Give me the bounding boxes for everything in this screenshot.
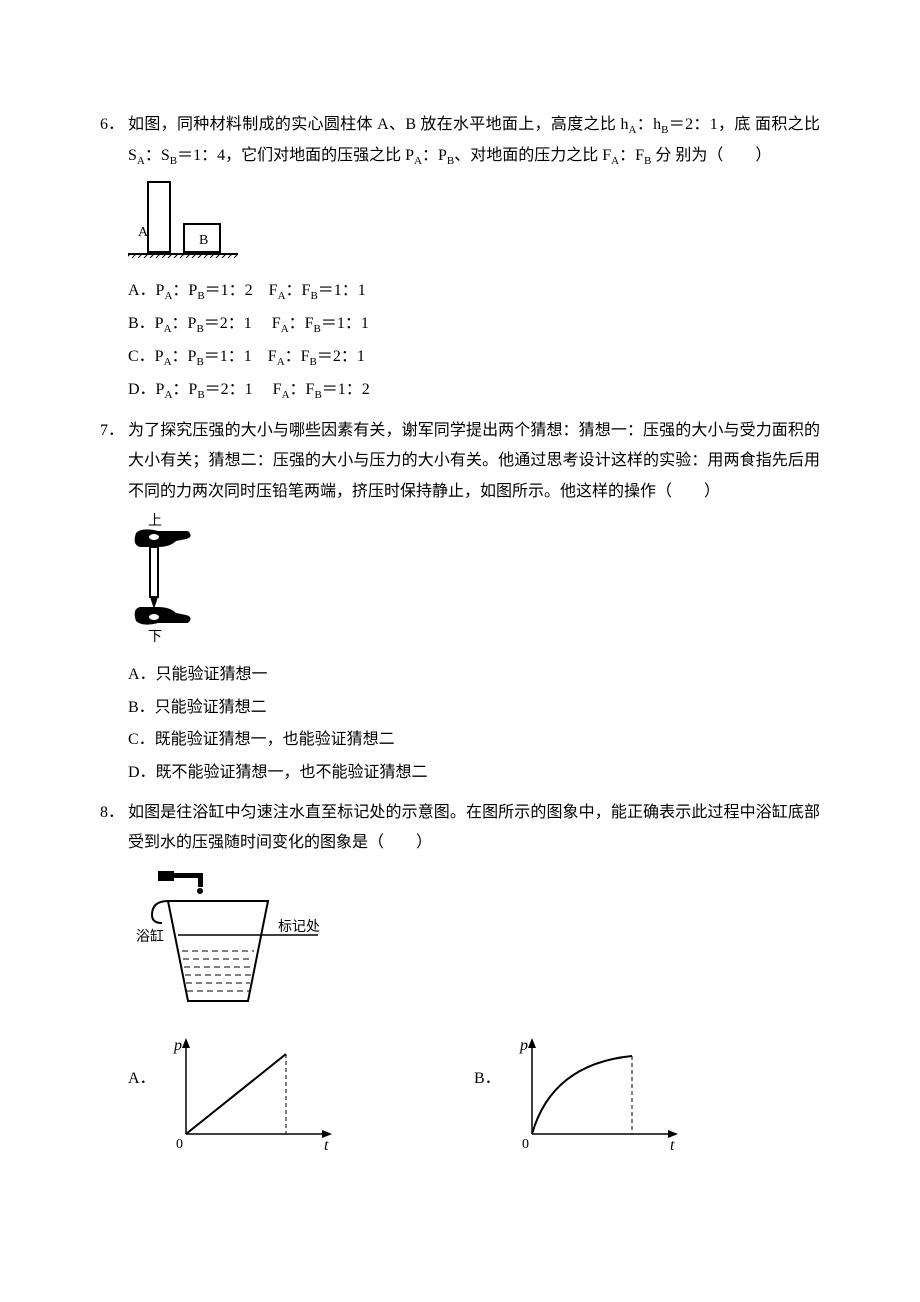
svg-text:上: 上 bbox=[148, 513, 162, 529]
question-8: 8． 如图是往浴缸中匀速注水直至标记处的示意图。在图所示的图象中，能正确表示此过… bbox=[100, 798, 820, 1166]
chart-concave-icon: p t 0 bbox=[502, 1034, 682, 1154]
svg-text:t: t bbox=[670, 1137, 675, 1154]
svg-text:A: A bbox=[138, 225, 149, 240]
q7-figure: 上 下 bbox=[128, 513, 820, 654]
q6-text: 如图，同种材料制成的实心圆柱体 A、B 放在水平地面上，高度之比 hA：hB＝2… bbox=[128, 110, 820, 172]
cylinders-diagram-icon: A B bbox=[128, 178, 238, 258]
q6-number: 6． bbox=[100, 110, 128, 140]
svg-text:下: 下 bbox=[148, 630, 162, 643]
q8-text: 如图是往浴缸中匀速注水直至标记处的示意图。在图所示的图象中，能正确表示此过程中浴… bbox=[128, 798, 820, 859]
q6-body: 如图，同种材料制成的实心圆柱体 A、B 放在水平地面上，高度之比 hA：hB＝2… bbox=[128, 110, 820, 172]
svg-text:标记处: 标记处 bbox=[278, 919, 320, 935]
q8-optA-label: A． bbox=[128, 1034, 156, 1094]
svg-text:0: 0 bbox=[522, 1137, 529, 1152]
q7-option-A: A．只能验证猜想一 bbox=[128, 660, 820, 690]
question-7: 7． 为了探究压强的大小与哪些因素有关，谢军同学提出两个猜想：猜想一：压强的大小… bbox=[100, 416, 820, 788]
q7-option-B: B．只能验证猜想二 bbox=[128, 693, 820, 723]
q7-text: 为了探究压强的大小与哪些因素有关，谢军同学提出两个猜想：猜想一：压强的大小与受力… bbox=[128, 416, 820, 507]
q8-figure: 标记处 浴缸 bbox=[128, 865, 820, 1026]
q8-body: 如图是往浴缸中匀速注水直至标记处的示意图。在图所示的图象中，能正确表示此过程中浴… bbox=[128, 798, 820, 859]
q7-body: 为了探究压强的大小与哪些因素有关，谢军同学提出两个猜想：猜想一：压强的大小与受力… bbox=[128, 416, 820, 507]
q6-option-B: B．PA：PB＝2：1 FA：FB＝1：1 bbox=[128, 309, 820, 340]
svg-text:p: p bbox=[173, 1037, 182, 1054]
q7-options: A．只能验证猜想一 B．只能验证猜想二 C．既能验证猜想一，也能验证猜想二 D．… bbox=[128, 660, 820, 788]
svg-text:0: 0 bbox=[176, 1137, 183, 1152]
q6-figure: A B bbox=[128, 178, 820, 269]
q6-option-D: D．PA：PB＝2：1 FA：FB＝1：2 bbox=[128, 375, 820, 406]
bathtub-diagram-icon: 标记处 浴缸 bbox=[128, 865, 348, 1015]
q7-option-D: D．既不能验证猜想一，也不能验证猜想二 bbox=[128, 758, 820, 788]
q6-options: A．PA：PB＝1：2 FA：FB＝1：1 B．PA：PB＝2：1 FA：FB＝… bbox=[128, 276, 820, 406]
svg-text:p: p bbox=[519, 1037, 528, 1054]
svg-text:浴缸: 浴缸 bbox=[136, 928, 164, 945]
q8-number: 8． bbox=[100, 798, 128, 828]
q8-charts-row: A． p t 0 B． bbox=[128, 1034, 820, 1165]
q8-option-B: B． p t 0 bbox=[474, 1034, 820, 1165]
q7-option-C: C．既能验证猜想一，也能验证猜想二 bbox=[128, 725, 820, 755]
q8-option-A: A． p t 0 bbox=[128, 1034, 474, 1165]
fingers-pencil-icon: 上 下 bbox=[128, 513, 208, 643]
svg-text:t: t bbox=[324, 1137, 329, 1154]
q6-option-C: C．PA：PB＝1：1 FA：FB＝2：1 bbox=[128, 342, 820, 373]
exam-page: 6． 如图，同种材料制成的实心圆柱体 A、B 放在水平地面上，高度之比 hA：h… bbox=[0, 0, 920, 1216]
q7-number: 7． bbox=[100, 416, 128, 446]
question-6: 6． 如图，同种材料制成的实心圆柱体 A、B 放在水平地面上，高度之比 hA：h… bbox=[100, 110, 820, 406]
q8-optB-label: B． bbox=[474, 1034, 502, 1094]
svg-text:B: B bbox=[199, 233, 208, 248]
chart-linear-icon: p t 0 bbox=[156, 1034, 336, 1154]
q6-option-A: A．PA：PB＝1：2 FA：FB＝1：1 bbox=[128, 276, 820, 307]
